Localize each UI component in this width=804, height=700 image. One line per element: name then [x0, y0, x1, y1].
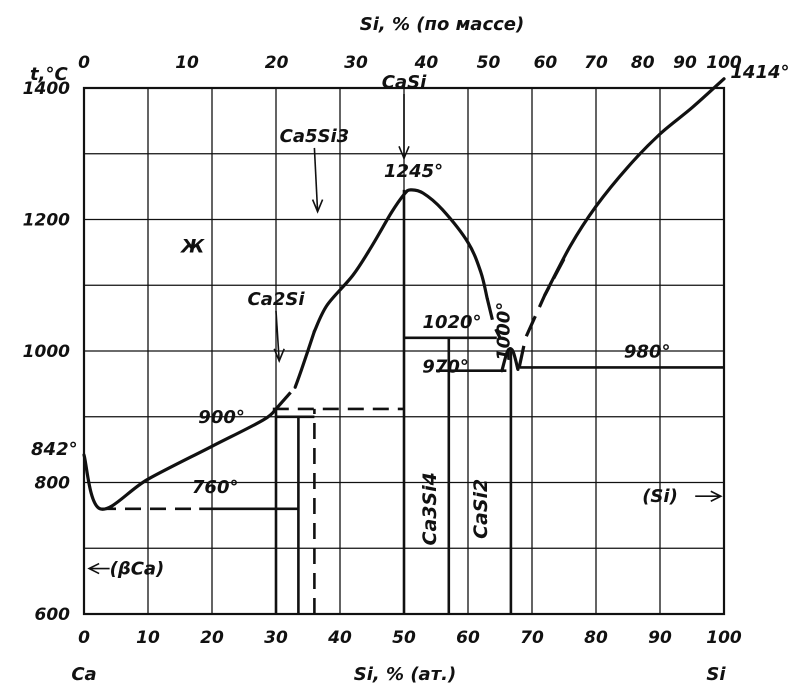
top-tick-label-30: 30 [344, 53, 368, 73]
liquidus-si-side [543, 77, 726, 297]
x-tick-label-100: 100 [706, 628, 742, 648]
si-arrow-head [710, 490, 723, 502]
y-tick-label-1400: 1400 [23, 79, 70, 99]
labels: Si, % (по массе) t,°C Si, % (ат.) Ca Si … [23, 14, 790, 685]
liquidus-ca5si3 [293, 329, 316, 389]
y-axis-title: t,°C [30, 64, 68, 85]
top-tick-label-60: 60 [534, 53, 558, 73]
x-tick-label-90: 90 [648, 628, 672, 648]
liquidus-casi2-dome [500, 347, 520, 373]
y-tick-label-600: 600 [35, 605, 71, 625]
top-tick-label-70: 70 [584, 53, 608, 73]
x-tick-label-50: 50 [392, 628, 416, 648]
liquidus-casi-dome-dashed [485, 298, 502, 339]
label-980: 980° [624, 341, 671, 362]
annotation-4-arrow [275, 310, 280, 361]
x-tick-label-70: 70 [520, 628, 544, 648]
left-end-label: Ca [71, 664, 96, 685]
annotation-2: 1245° [384, 161, 443, 182]
top-axis-title: Si, % (по массе) [360, 14, 524, 35]
annotation-9: (Si) [642, 486, 678, 507]
annotation-1-arrow [313, 147, 319, 212]
phase-lines [82, 77, 726, 614]
x-tick-label-60: 60 [456, 628, 480, 648]
top-tick-label-40: 40 [414, 53, 439, 73]
annotation-6: 842° [31, 439, 78, 460]
annotation-4: Ca2Si [247, 289, 305, 310]
annotation-7: 1414° [730, 62, 789, 83]
x-tick-label-10: 10 [136, 628, 160, 648]
x-tick-label-0: 0 [78, 628, 90, 648]
top-tick-label-80: 80 [631, 53, 655, 73]
annotation-11: CaSi2 [470, 479, 492, 539]
y-tick-label-1000: 1000 [23, 342, 70, 362]
top-tick-label-90: 90 [673, 53, 697, 73]
label-760: 760° [192, 477, 239, 498]
label-1020: 1020° [422, 312, 481, 333]
top-tick-label-10: 10 [175, 53, 199, 73]
annotation-5: 1000° [494, 302, 515, 361]
top-tick-label-20: 20 [265, 53, 289, 73]
label-970: 970° [422, 357, 469, 378]
liquidus-ca-side [82, 407, 278, 511]
annotation-8: (βCa) [110, 559, 165, 580]
annotation-0-arrow-head [398, 146, 410, 161]
annotation-1: Ca5Si3 [280, 126, 350, 147]
annotation-0: CaSi [382, 72, 427, 93]
annotation-4-arrow-head [273, 348, 285, 363]
liquidus-casi-dome [312, 188, 489, 333]
y-tick-label-800: 800 [35, 474, 71, 494]
annotation-10: Ca3Si4 [419, 472, 441, 545]
liquidus-ca-side-dashed [274, 386, 297, 410]
annotation-1-arrow-head [311, 199, 324, 214]
top-tick-label-100: 100 [706, 53, 742, 73]
top-tick-label-0: 0 [78, 53, 90, 73]
y-tick-label-1200: 1200 [23, 211, 70, 231]
x-tick-label-30: 30 [264, 628, 288, 648]
bca-arrow-head [87, 562, 100, 575]
x-tick-label-40: 40 [327, 628, 352, 648]
label-900: 900° [198, 407, 245, 428]
x-tick-label-20: 20 [200, 628, 224, 648]
right-end-label: Si [706, 664, 726, 685]
annotation-3: Ж [179, 235, 205, 257]
x-axis-title: Si, % (ат.) [354, 664, 456, 685]
x-tick-label-80: 80 [584, 628, 608, 648]
top-tick-label-50: 50 [477, 53, 501, 73]
